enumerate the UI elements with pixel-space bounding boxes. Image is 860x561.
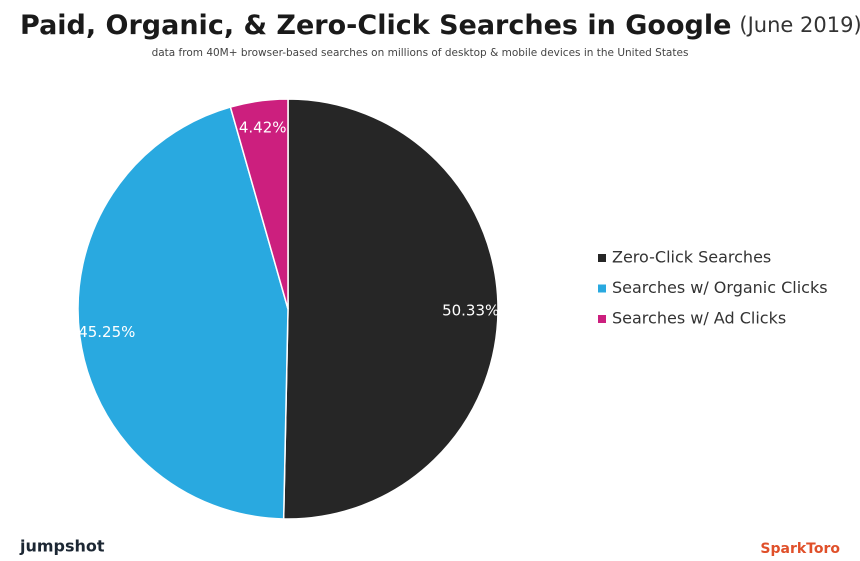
brand-left: jumpshot (19, 537, 105, 556)
brand-right: SparkToro (760, 541, 840, 557)
pie: 50.33% 45.25% 4.42% (77, 98, 499, 520)
title-note: (June 2019) (739, 13, 860, 37)
chart-title: Paid, Organic, & Zero-Click Searches in … (20, 10, 860, 41)
legend-label: Zero-Click Searches (612, 248, 771, 267)
legend-label: Searches w/ Ad Clicks (612, 309, 786, 328)
legend-label: Searches w/ Organic Clicks (612, 278, 828, 297)
legend-swatch (598, 284, 606, 293)
legend-swatch (598, 254, 606, 262)
title-main: Paid, Organic, & Zero-Click Searches in … (20, 10, 731, 41)
slice-label: 45.25% (78, 323, 135, 341)
chart-subtitle: data from 40M+ browser-based searches on… (152, 47, 689, 59)
pie-slice (229, 98, 289, 310)
legend: Zero-Click Searches Searches w/ Organic C… (598, 248, 828, 328)
legend-swatch (598, 315, 606, 323)
slice-label: 50.33% (442, 301, 499, 319)
pie-slice (77, 106, 289, 520)
slice-label: 4.42% (239, 119, 287, 137)
pie-slice (282, 98, 499, 520)
